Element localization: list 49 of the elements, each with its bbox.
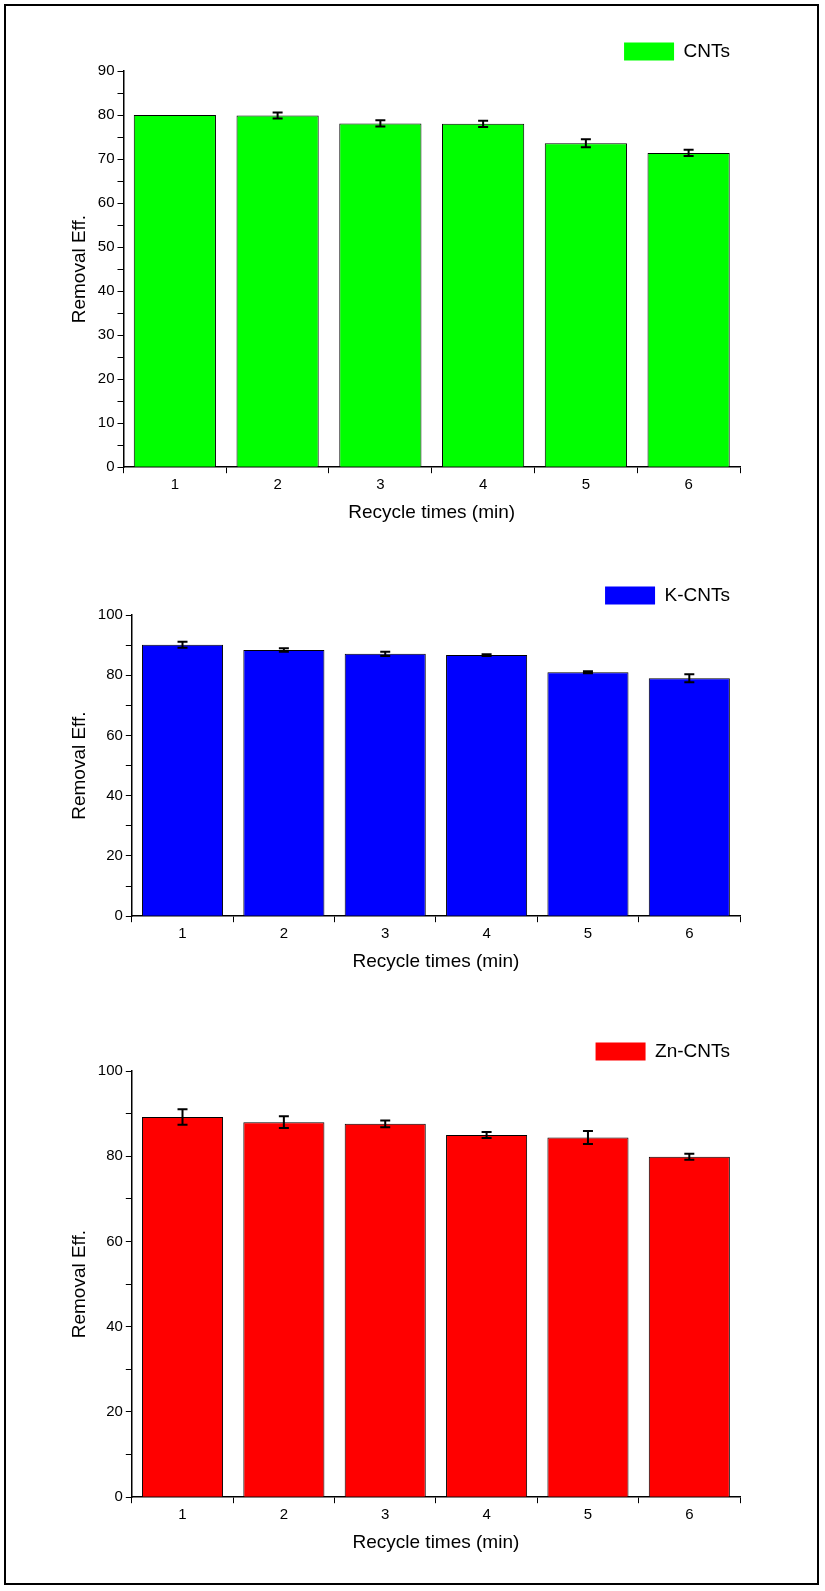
x-tick-label: 4 [482, 1505, 491, 1523]
y-tick-label: 60 [106, 1231, 123, 1249]
x-tick-label: 4 [482, 924, 491, 942]
y-tick-label: 10 [97, 413, 115, 431]
y-tick-label: 40 [106, 785, 123, 803]
y-tick-label: 30 [97, 325, 115, 343]
y-tick-label: 0 [114, 1487, 123, 1505]
legend-label: Zn-CNTs [655, 1039, 731, 1061]
x-axis-title: Recycle times (min) [348, 500, 516, 522]
x-tick-label: 4 [478, 475, 488, 493]
x-tick-label: 5 [583, 924, 593, 942]
x-tick-label: 3 [376, 475, 385, 493]
y-tick-label: 0 [106, 457, 115, 475]
legend-label: CNTs [683, 39, 731, 61]
y-tick-label: 20 [106, 846, 123, 864]
y-tick-label: 80 [97, 105, 115, 123]
y-tick-label: 40 [106, 1316, 123, 1334]
x-tick-label: 1 [170, 475, 180, 493]
y-tick-label: 60 [97, 193, 115, 211]
x-tick-label: 3 [381, 1505, 390, 1523]
y-tick-label: 20 [97, 369, 115, 387]
x-tick-label: 2 [273, 475, 282, 493]
x-tick-label: 6 [685, 924, 694, 942]
x-tick-label: 3 [381, 924, 390, 942]
x-tick-label: 2 [279, 924, 289, 942]
x-axis-title: Recycle times (min) [352, 1530, 520, 1552]
y-tick-label: 100 [97, 1061, 123, 1079]
x-axis-title: Recycle times (min) [352, 949, 520, 971]
y-tick-label: 40 [97, 281, 115, 299]
y-tick-label: 50 [97, 237, 115, 255]
y-tick-label: 60 [106, 725, 123, 743]
x-tick-label: 6 [684, 475, 693, 493]
x-tick-label: 1 [178, 1505, 187, 1523]
y-tick-label: 20 [106, 1402, 123, 1420]
x-tick-label: 5 [583, 1505, 593, 1523]
y-tick-label: 100 [97, 605, 123, 623]
legend-label: K-CNTs [664, 583, 731, 605]
y-tick-label: 70 [97, 149, 115, 167]
y-tick-label: 90 [97, 61, 115, 79]
y-axis-title: Removal Eff. [67, 711, 89, 820]
y-tick-label: 80 [106, 665, 123, 683]
y-tick-label: 80 [106, 1146, 123, 1164]
x-tick-label: 5 [581, 475, 591, 493]
x-tick-label: 6 [685, 1505, 694, 1523]
y-axis-title: Removal Eff. [67, 214, 89, 324]
y-tick-label: 0 [114, 906, 123, 924]
x-tick-label: 1 [178, 924, 187, 942]
y-axis-title: Removal Eff. [67, 1229, 89, 1339]
x-tick-label: 2 [279, 1505, 289, 1523]
